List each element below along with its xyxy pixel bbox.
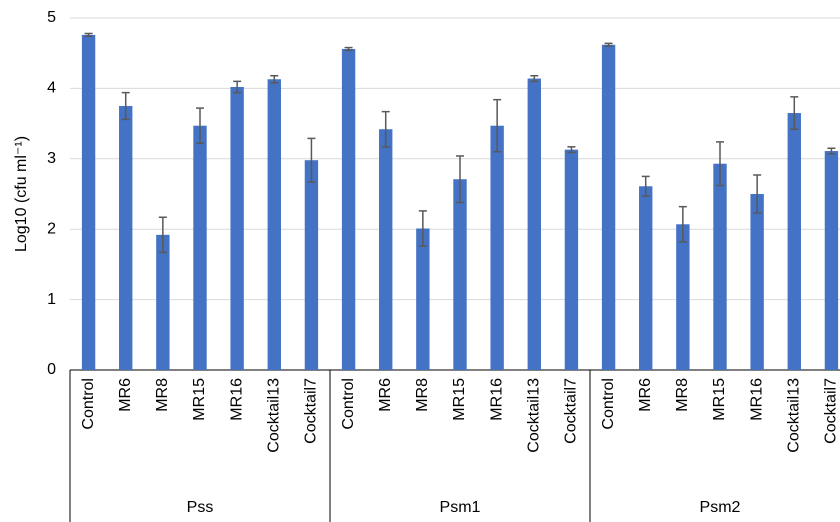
x-tick-label: Cocktail7 [303,378,320,444]
error-bar [121,91,130,121]
error-bar [84,32,93,38]
group-label: Psm2 [700,499,741,516]
bar [379,129,393,370]
y-tick-label: 2 [47,220,56,237]
bar [119,106,133,370]
x-tick-label: MR6 [117,378,134,412]
x-tick-label: MR15 [711,378,728,421]
error-bar [604,42,613,47]
x-tick-label: MR6 [377,378,394,412]
y-tick-label: 4 [47,80,56,97]
bar [304,160,319,370]
error-bar [567,146,576,154]
bar [564,149,579,370]
error-bar [381,110,390,148]
bar [713,163,727,370]
group-label: Pss [187,499,214,516]
bar [490,125,504,370]
x-tick-label: MR8 [674,378,691,412]
x-tick-label: MR16 [748,378,765,421]
group-label: Psm1 [440,499,481,516]
error-bar [641,175,650,197]
error-bar [196,107,204,145]
x-tick-label: MR6 [637,378,654,412]
x-tick-label: Control [80,378,97,430]
error-bar [418,210,427,247]
x-tick-label: MR8 [154,378,171,412]
x-tick-label: Cocktail7 [563,378,580,444]
x-tick-label: Cocktail7 [823,378,840,444]
bar [230,86,244,370]
error-bar [827,147,836,155]
bar [453,179,467,370]
error-bar [493,98,502,153]
y-axis-label: Log10 (cfu ml⁻¹) [13,136,30,252]
error-bar [233,80,242,94]
bar [676,224,690,370]
error-bar [307,137,316,183]
x-tick-label: Control [340,378,357,430]
error-bar [678,205,687,243]
error-bar [344,46,353,52]
bar [601,44,616,370]
bar [156,234,170,370]
bar [639,186,653,370]
error-bar [753,174,762,214]
bar [824,151,839,370]
bar [193,125,207,370]
y-tick-label: 1 [47,291,56,308]
x-tick-label: MR16 [228,378,245,421]
x-tick-label: Cocktail13 [526,378,543,453]
bar [527,78,541,370]
x-tick-label: MR15 [191,378,208,421]
error-bar [456,155,464,204]
error-bar [716,141,724,187]
error-bar [270,74,279,84]
x-tick-label: MR15 [451,378,468,421]
error-bar [790,96,799,130]
x-tick-label: Cocktail13 [786,378,803,453]
x-tick-label: MR16 [488,378,505,421]
bar [267,79,281,371]
bar [416,228,430,370]
bar [341,48,356,370]
y-tick-label: 0 [47,361,56,378]
error-bar [158,216,167,254]
bar [81,34,96,371]
bar [750,194,764,370]
error-bar [530,74,539,83]
x-tick-label: MR8 [414,378,431,412]
bar [787,113,801,370]
y-tick-label: 3 [47,150,56,167]
x-tick-label: Control [600,378,617,430]
y-tick-label: 5 [47,9,56,26]
x-tick-label: Cocktail13 [266,378,283,453]
